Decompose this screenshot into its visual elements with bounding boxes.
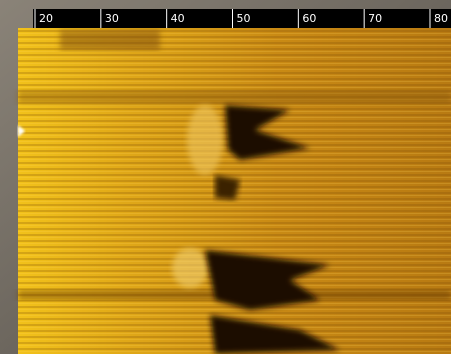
ruler-label: 40 <box>171 12 185 25</box>
ruler-label: 70 <box>368 12 382 25</box>
sonar-image <box>18 28 451 354</box>
ruler-label: 60 <box>302 12 316 25</box>
ruler-label: 30 <box>105 12 119 25</box>
sonar-view: 20 30 40 50 60 70 80 <box>0 0 451 354</box>
ruler-label: 50 <box>237 12 251 25</box>
ruler-label: 20 <box>39 12 53 25</box>
ruler-label: 80 <box>434 12 448 25</box>
